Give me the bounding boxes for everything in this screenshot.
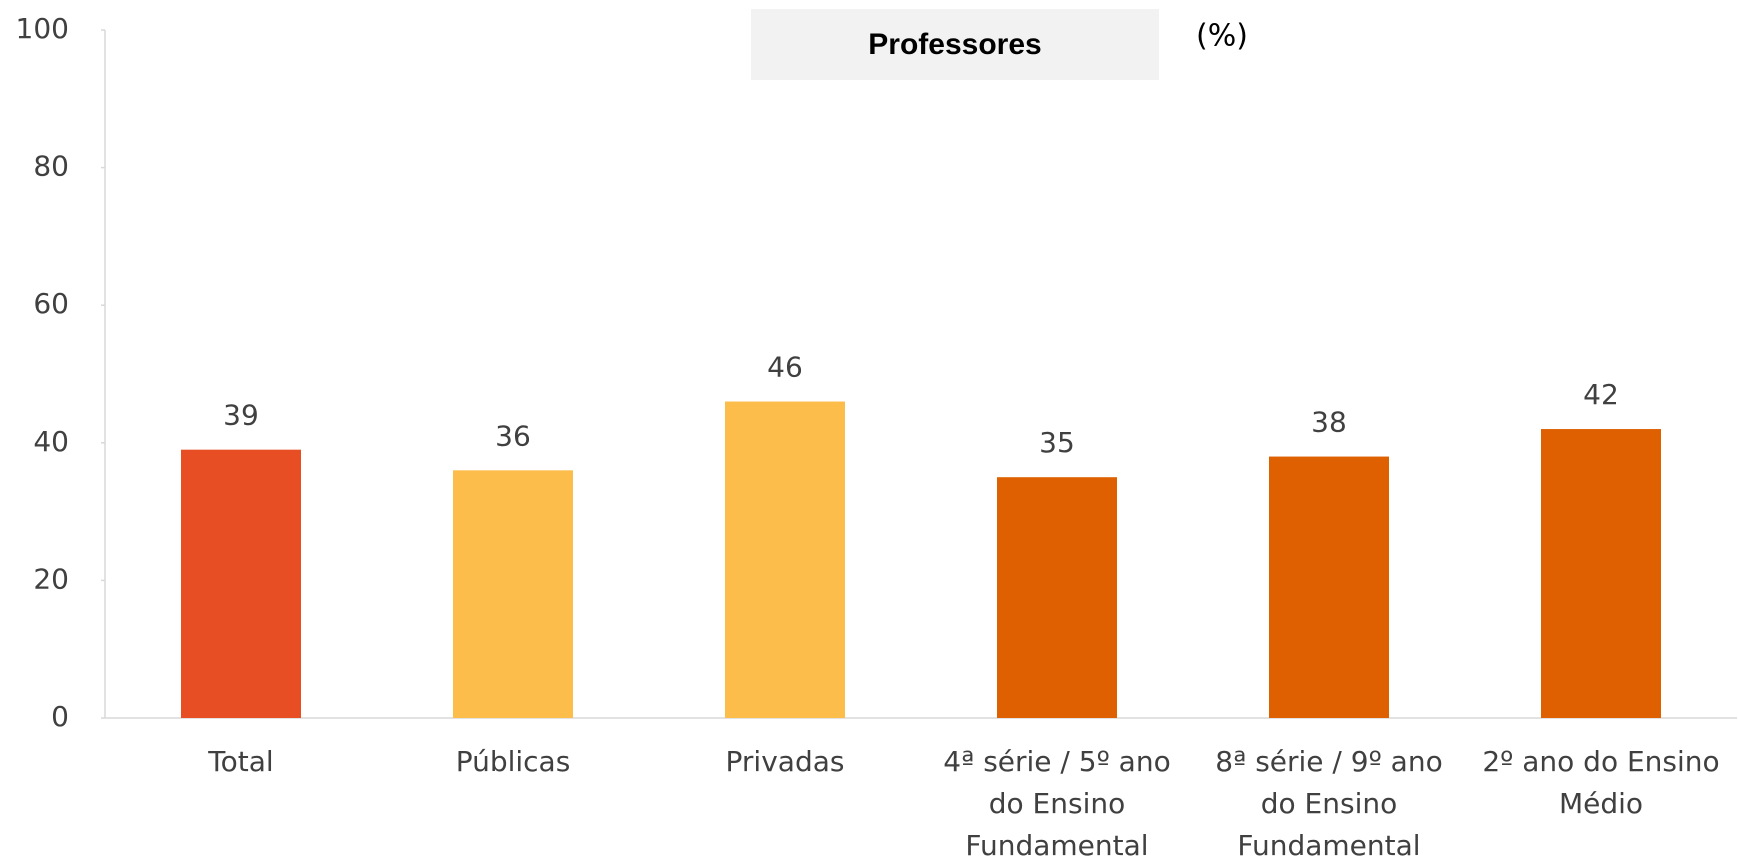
y-tick-label: 100: [16, 12, 69, 45]
y-tick-label: 60: [33, 287, 69, 320]
y-tick-label: 0: [51, 700, 69, 733]
x-tick-label: Públicas: [456, 745, 571, 778]
chart-title: Professores: [868, 28, 1041, 61]
x-tick-label: 8ª série / 9º ano: [1215, 745, 1442, 778]
bar: [1541, 429, 1661, 718]
y-tick-label: 80: [33, 150, 69, 183]
data-label: 46: [767, 351, 803, 384]
x-tick-label: do Ensino: [1261, 787, 1398, 820]
x-tick-label: do Ensino: [989, 787, 1126, 820]
bar: [181, 449, 301, 718]
x-tick-label: 4ª série / 5º ano: [943, 745, 1170, 778]
x-tick-label: Médio: [1559, 787, 1643, 820]
y-tick-label: 40: [33, 425, 69, 458]
x-tick-label: Privadas: [726, 745, 845, 778]
x-tick-label: Total: [207, 745, 273, 778]
x-tick-label: Fundamental: [1237, 829, 1420, 862]
bar: [725, 401, 845, 718]
data-label: 36: [495, 419, 531, 452]
bar: [1269, 456, 1389, 718]
y-tick-label: 20: [33, 562, 69, 595]
bar: [997, 477, 1117, 718]
data-label: 38: [1311, 406, 1347, 439]
data-label: 42: [1583, 378, 1619, 411]
title-box: [751, 9, 1159, 80]
y-unit: (%): [1196, 19, 1248, 54]
x-tick-label: 2º ano do Ensino: [1482, 745, 1719, 778]
x-tick-label: Fundamental: [965, 829, 1148, 862]
data-label: 39: [223, 399, 259, 432]
data-label: 35: [1039, 426, 1075, 459]
bar: [453, 470, 573, 718]
